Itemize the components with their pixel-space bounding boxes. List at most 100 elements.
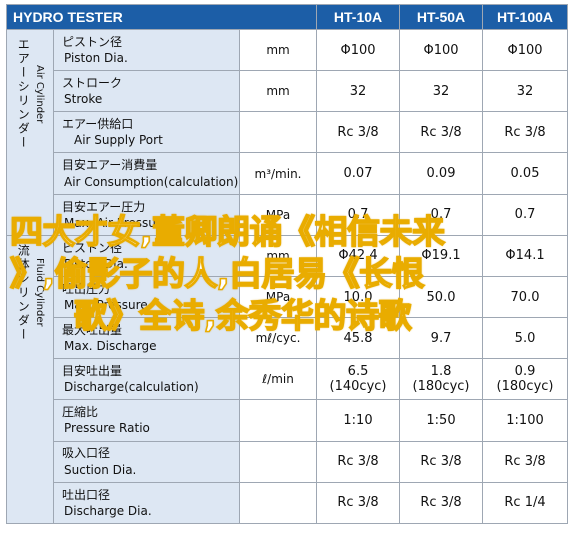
group-label-en: Fluid Cylinder [33, 258, 45, 328]
item-label-en: Pressure Ratio [64, 421, 150, 436]
brand-title: HYDRO TESTER [5, 4, 318, 30]
spec-item: 目安エアー消費量 Air Consumption(calculation) [53, 152, 240, 195]
unit-cell [238, 111, 318, 154]
value-cell: 45.8 [316, 317, 401, 360]
value-cell: 10.0 [316, 275, 401, 319]
value-text: 1:100 [506, 412, 544, 428]
item-label-en: Discharge Dia. [64, 503, 152, 518]
value-cell: Rc 3/8 [399, 111, 484, 154]
value-text: 0.05 [510, 166, 540, 182]
table-row: 目安エアー消費量 Air Consumption(calculation) m³/m… [7, 152, 569, 195]
table-row: ストローク Stroke mm 32 32 32 [7, 70, 569, 113]
value-cell: Φ14.1 [482, 234, 569, 277]
value-text: 0.7 [514, 207, 536, 223]
value-cell: 0.09 [399, 152, 484, 195]
item-label-en: Discharge(calculation) [64, 380, 199, 395]
spec-table: HYDRO TESTER HT-10A HT-50A HT-100A エアーシリ… [5, 4, 569, 525]
value-text: 1:10 [343, 412, 373, 428]
model-header: HT-50A [399, 4, 484, 30]
value-text: Φ100 [507, 42, 543, 58]
value-cell: Rc 3/8 [316, 111, 401, 154]
value-cell: 32 [316, 70, 401, 113]
item-label-en: Piston Dia. [64, 256, 128, 271]
value-cell: 5.0 [482, 317, 569, 360]
item-label-jp: 吸入口径 [62, 446, 111, 461]
item-label-jp: ストローク [62, 76, 123, 91]
item-label-en: Air Supply Port [74, 133, 163, 148]
table-row: 吐出口径 Discharge Dia. Rc 3/8 Rc 3/8 Rc 1/4 [7, 481, 569, 525]
unit-cell: m³/min. [238, 152, 318, 195]
value-text: 0.7 [430, 207, 452, 223]
value-text: 0.09 [426, 166, 456, 182]
value-text: Rc 3/8 [337, 454, 379, 470]
spec-item: ストローク Stroke [53, 70, 240, 113]
table-row: 圧縮比 Pressure Ratio 1:10 1:50 1:100 [7, 399, 569, 442]
value-text: Rc 3/8 [504, 124, 546, 140]
value-text: 10.0 [343, 289, 373, 305]
value-text: Rc 3/8 [420, 495, 462, 511]
value-text: 9.7 [430, 330, 452, 346]
value-text: 0.07 [343, 166, 373, 182]
value-cell: Φ42.4 [316, 234, 401, 277]
table-row: 流体シリンダー Fluid Cylinder ピストン径 Piston Dia. mm Φ… [6, 234, 569, 525]
value-cell: 70.0 [482, 275, 569, 319]
table-row: 目安吐出量 Discharge(calculation) ℓ/min 6.5 (140c… [7, 358, 569, 401]
unit-cell: mm [238, 70, 318, 113]
value-cell: 0.7 [399, 193, 484, 236]
value-text: Φ42.4 [338, 248, 378, 264]
value-text: 70.0 [510, 289, 540, 305]
value-text: Φ100 [423, 42, 459, 58]
value-text: 32 [516, 83, 534, 99]
unit-cell [238, 481, 318, 525]
unit-cell [238, 399, 318, 442]
item-label-jp: 目安エアー消費量 [62, 158, 158, 173]
value-cell: 32 [482, 70, 569, 113]
value-cell: 0.7 [316, 193, 401, 236]
item-label-jp: ピストン径 [62, 240, 123, 255]
value-text: Rc 3/8 [337, 124, 379, 140]
item-label-jp: ピストン径 [62, 34, 123, 49]
value-text: Rc 3/8 [420, 454, 462, 470]
value-cell: 0.05 [482, 152, 569, 195]
group-air-cylinder: エアーシリンダー Air Cylinder [6, 29, 54, 236]
item-label-jp: 吐出口径 [62, 487, 111, 502]
value-text: Rc 3/8 [337, 495, 379, 511]
value-cell: 1:10 [316, 399, 401, 442]
value-text: 0.7 [347, 207, 369, 223]
spec-item: 吸入口径 Suction Dia. [53, 440, 240, 483]
value-text: 32 [432, 83, 450, 99]
item-label-jp: 目安エアー圧力 [62, 199, 146, 214]
table-row: エアーシリンダー Air Cylinder ピストン径 Piston Dia. mm Φ1… [6, 28, 569, 236]
item-label-en: Suction Dia. [64, 462, 137, 477]
value-subtext: (180cyc) [412, 379, 470, 395]
value-cell: 1.8 (180cyc) [399, 358, 484, 401]
value-text: 1:50 [426, 412, 456, 428]
value-cell: Φ100 [316, 28, 401, 72]
unit-cell: MPa [238, 193, 318, 236]
value-text: 5.0 [514, 330, 536, 346]
spec-item: 目安エアー圧力 Max. Air Pressure [53, 193, 240, 236]
value-text: Φ19.1 [421, 248, 461, 264]
value-text: Rc 3/8 [504, 454, 546, 470]
value-cell: Φ100 [399, 28, 484, 72]
model-header: HT-10A [316, 4, 401, 30]
value-subtext: (140cyc) [329, 379, 387, 395]
unit-cell: MPa [238, 275, 318, 319]
value-cell: 0.07 [316, 152, 401, 195]
spec-item: ピストン径 Piston Dia. [53, 234, 240, 277]
value-text: Φ14.1 [505, 248, 545, 264]
spec-item: 吐出口径 Discharge Dia. [53, 481, 240, 525]
value-cell: Rc 3/8 [482, 440, 569, 483]
value-cell: Rc 3/8 [399, 440, 484, 483]
spec-item: 目安吐出量 Discharge(calculation) [53, 358, 240, 401]
value-cell: 50.0 [399, 275, 484, 319]
table-row: 吐出圧力 Max. Pressure MPa 10.0 50.0 70.0 [7, 275, 569, 319]
value-cell: Rc 3/8 [316, 481, 401, 525]
item-label-en: Air Consumption(calculation) [64, 174, 239, 189]
item-label-jp: 圧縮比 [62, 405, 99, 420]
item-label-jp: エアー供給口 [62, 117, 134, 132]
value-text: Rc 1/4 [504, 495, 546, 511]
value-text: 50.0 [426, 289, 456, 305]
value-text: 45.8 [343, 330, 373, 346]
